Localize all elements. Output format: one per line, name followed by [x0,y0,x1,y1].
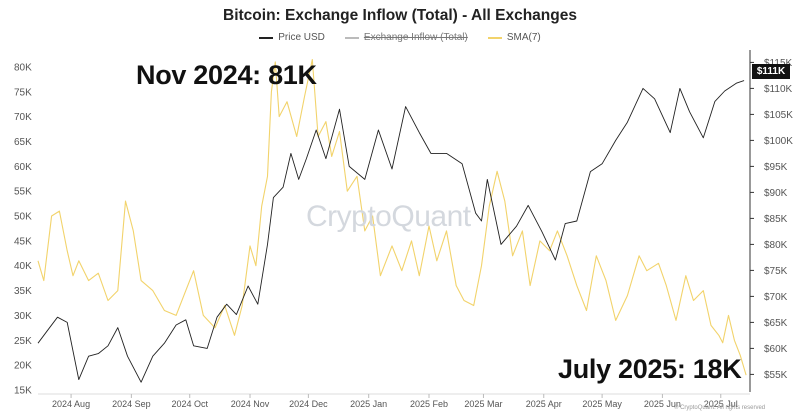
y-right-tick-label: $95K [764,162,788,173]
x-tick-label: 2025 May [582,399,622,409]
y-right-tick-label: $70K [764,292,788,303]
legend-item-inflow[interactable]: Exchange Inflow (Total) [344,32,468,43]
y-right-tick-label: $85K [764,214,788,225]
legend-item-sma[interactable]: SMA(7) [487,32,541,43]
x-tick-label: 2025 Jul [704,399,738,409]
x-tick-label: 2025 Apr [526,399,562,409]
x-tick-label: 2024 Sep [112,399,151,409]
x-axis: 2024 Aug 2024 Sep 2024 Oct 2024 Nov 2024 Dec… [38,393,750,409]
y-right-tick-label: $60K [764,344,788,355]
x-tick-label: 2025 Feb [410,399,448,409]
y-left-tick-label: 35K [14,286,32,297]
y-left-tick-label: 50K [14,212,32,223]
left-axis: 15K 20K 25K 30K 35K 40K 45K 50K 55K 60K 65K 70K 75K 8… [14,62,32,396]
y-left-tick-label: 60K [14,162,32,173]
y-left-tick-label: 45K [14,236,32,247]
y-right-tick-label: $115K [764,58,793,69]
annotation-peak: Nov 2024: 81K [136,60,317,90]
y-left-tick-label: 40K [14,261,32,272]
current-price-tag: $111K [752,64,790,79]
legend-swatch-price [259,36,274,39]
y-left-tick-label: 20K [14,361,32,372]
legend-item-price[interactable]: Price USD [259,32,325,43]
y-left-tick-label: 75K [14,87,32,98]
legend-swatch-inflow [344,36,359,39]
y-left-tick-label: 65K [14,137,32,148]
x-tick-label: 2025 Mar [464,399,502,409]
y-right-tick-label: $65K [764,318,788,329]
price-usd-line [37,80,745,383]
x-tick-label: 2024 Aug [52,399,90,409]
right-axis: $55K $60K $65K $70K $75K $80K $85K $90K $95K $100… [749,50,793,392]
x-tick-label: 2024 Dec [289,399,328,409]
sma7-line [37,58,747,376]
y-left-tick-label: 30K [14,311,32,322]
annotation-current: July 2025: 18K [558,354,742,384]
y-left-tick-label: 25K [14,336,32,347]
legend-swatch-sma [487,36,502,39]
y-left-tick-label: 70K [14,112,32,123]
x-tick-label: 2024 Nov [231,399,270,409]
legend: Price USD Exchange Inflow (Total) SMA(7) [0,32,800,43]
plot-lines [37,58,747,383]
y-right-tick-label: $100K [764,136,793,147]
y-right-tick-label: $90K [764,188,788,199]
y-left-tick-label: 80K [14,62,32,73]
watermark: CryptoQuant [306,200,471,233]
y-right-tick-label: $110K [764,84,793,95]
x-tick-label: 2025 Jan [350,399,387,409]
y-right-tick-label: $80K [764,240,788,251]
y-left-tick-label: 15K [14,386,32,397]
copyright: © CryptoQuant. All rights reserved [674,405,766,411]
x-tick-label: 2024 Oct [171,399,208,409]
legend-label-inflow: Exchange Inflow (Total) [363,32,468,43]
y-right-tick-label: $55K [764,370,788,381]
y-right-tick-label: $75K [764,266,788,277]
legend-label-price: Price USD [278,32,325,43]
y-right-tick-label: $105K [764,110,793,121]
legend-label-sma: SMA(7) [506,32,541,43]
y-left-tick-label: 55K [14,187,32,198]
chart-title: Bitcoin: Exchange Inflow (Total) - All E… [223,7,577,24]
x-tick-label: 2025 Jun [644,399,681,409]
